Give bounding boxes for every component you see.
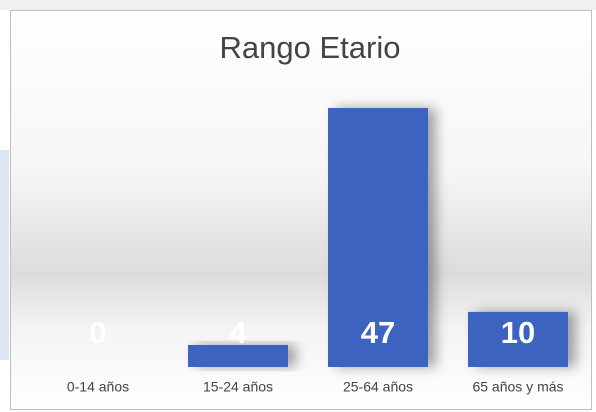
data-label: 47: [361, 315, 395, 350]
chart-title: Rango Etario: [220, 30, 401, 65]
x-tick-label: 0-14 años: [67, 379, 129, 395]
data-label: 0: [89, 315, 106, 350]
x-tick-label: 25-64 años: [343, 379, 413, 395]
bar: [468, 311, 568, 367]
sheet-header: [0, 0, 596, 10]
x-tick-label: 15-24 años: [203, 379, 273, 395]
sheet-selection: [0, 150, 9, 360]
data-label: 10: [501, 315, 535, 350]
data-label: 4: [229, 315, 247, 350]
bar: [188, 344, 288, 367]
x-tick-label: 65 años y más: [472, 379, 563, 395]
bar: [328, 108, 428, 367]
